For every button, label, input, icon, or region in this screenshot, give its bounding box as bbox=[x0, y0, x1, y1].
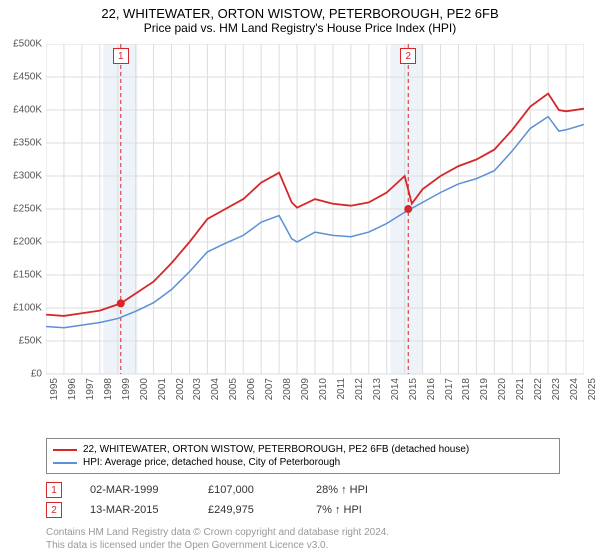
legend-label: HPI: Average price, detached house, City… bbox=[83, 457, 340, 468]
chart-svg bbox=[46, 44, 584, 404]
x-axis-label: 2010 bbox=[318, 378, 329, 400]
marker-table-row: 2 13-MAR-2015 £249,975 7% ↑ HPI bbox=[46, 500, 368, 520]
x-axis-label: 2024 bbox=[569, 378, 580, 400]
marker-date: 13-MAR-2015 bbox=[90, 504, 180, 516]
x-axis-label: 2020 bbox=[497, 378, 508, 400]
y-axis-label: £50K bbox=[19, 336, 42, 347]
y-axis-label: £450K bbox=[13, 72, 42, 83]
chart-subtitle: Price paid vs. HM Land Registry's House … bbox=[0, 21, 600, 39]
x-axis-label: 2004 bbox=[210, 378, 221, 400]
x-axis-label: 1999 bbox=[121, 378, 132, 400]
footer: Contains HM Land Registry data © Crown c… bbox=[46, 526, 389, 552]
legend-label: 22, WHITEWATER, ORTON WISTOW, PETERBOROU… bbox=[83, 444, 469, 455]
x-axis-label: 2014 bbox=[390, 378, 401, 400]
chart-title: 22, WHITEWATER, ORTON WISTOW, PETERBOROU… bbox=[0, 0, 600, 21]
x-axis-label: 2002 bbox=[175, 378, 186, 400]
x-axis-label: 1995 bbox=[49, 378, 60, 400]
x-axis-label: 2008 bbox=[282, 378, 293, 400]
legend-line-swatch bbox=[53, 449, 77, 451]
legend-item: HPI: Average price, detached house, City… bbox=[53, 456, 553, 469]
x-axis-label: 2007 bbox=[264, 378, 275, 400]
marker-delta: 7% ↑ HPI bbox=[316, 504, 362, 516]
chart-area: £0£50K£100K£150K£200K£250K£300K£350K£400… bbox=[46, 44, 584, 404]
marker-number-box: 1 bbox=[46, 482, 62, 498]
chart-marker-label: 1 bbox=[113, 48, 129, 64]
legend: 22, WHITEWATER, ORTON WISTOW, PETERBOROU… bbox=[46, 438, 560, 474]
marker-price: £249,975 bbox=[208, 504, 288, 516]
x-axis-label: 1998 bbox=[103, 378, 114, 400]
y-axis-label: £300K bbox=[13, 171, 42, 182]
x-axis-label: 1997 bbox=[85, 378, 96, 400]
x-axis-label: 2009 bbox=[300, 378, 311, 400]
x-axis-label: 2012 bbox=[354, 378, 365, 400]
y-axis-label: £150K bbox=[13, 270, 42, 281]
marker-number-box: 2 bbox=[46, 502, 62, 518]
x-axis-label: 2005 bbox=[228, 378, 239, 400]
x-axis-label: 2000 bbox=[139, 378, 150, 400]
marker-price: £107,000 bbox=[208, 484, 288, 496]
x-axis-label: 2006 bbox=[246, 378, 257, 400]
legend-item: 22, WHITEWATER, ORTON WISTOW, PETERBOROU… bbox=[53, 443, 553, 456]
x-axis-label: 2016 bbox=[426, 378, 437, 400]
x-axis-label: 2015 bbox=[408, 378, 419, 400]
marker-delta: 28% ↑ HPI bbox=[316, 484, 368, 496]
legend-line-swatch bbox=[53, 462, 77, 464]
chart-container: 22, WHITEWATER, ORTON WISTOW, PETERBOROU… bbox=[0, 0, 600, 560]
x-axis-label: 2001 bbox=[157, 378, 168, 400]
chart-marker-label: 2 bbox=[400, 48, 416, 64]
x-axis-label: 2003 bbox=[192, 378, 203, 400]
y-axis-label: £0 bbox=[31, 369, 42, 380]
x-axis-label: 2017 bbox=[444, 378, 455, 400]
y-axis-label: £350K bbox=[13, 138, 42, 149]
x-axis-label: 2018 bbox=[461, 378, 472, 400]
x-axis-label: 2021 bbox=[515, 378, 526, 400]
y-axis-label: £500K bbox=[13, 39, 42, 50]
y-axis-label: £400K bbox=[13, 105, 42, 116]
x-axis-label: 2019 bbox=[479, 378, 490, 400]
footer-line-2: This data is licensed under the Open Gov… bbox=[46, 539, 389, 552]
x-axis-label: 2022 bbox=[533, 378, 544, 400]
markers-table: 1 02-MAR-1999 £107,000 28% ↑ HPI 2 13-MAR-201… bbox=[46, 480, 368, 520]
y-axis-label: £250K bbox=[13, 204, 42, 215]
x-axis-label: 1996 bbox=[67, 378, 78, 400]
y-axis-label: £100K bbox=[13, 303, 42, 314]
footer-line-1: Contains HM Land Registry data © Crown c… bbox=[46, 526, 389, 539]
x-axis-label: 2013 bbox=[372, 378, 383, 400]
y-axis-label: £200K bbox=[13, 237, 42, 248]
x-axis-label: 2025 bbox=[587, 378, 598, 400]
marker-date: 02-MAR-1999 bbox=[90, 484, 180, 496]
x-axis-label: 2023 bbox=[551, 378, 562, 400]
x-axis-label: 2011 bbox=[336, 378, 347, 400]
marker-table-row: 1 02-MAR-1999 £107,000 28% ↑ HPI bbox=[46, 480, 368, 500]
